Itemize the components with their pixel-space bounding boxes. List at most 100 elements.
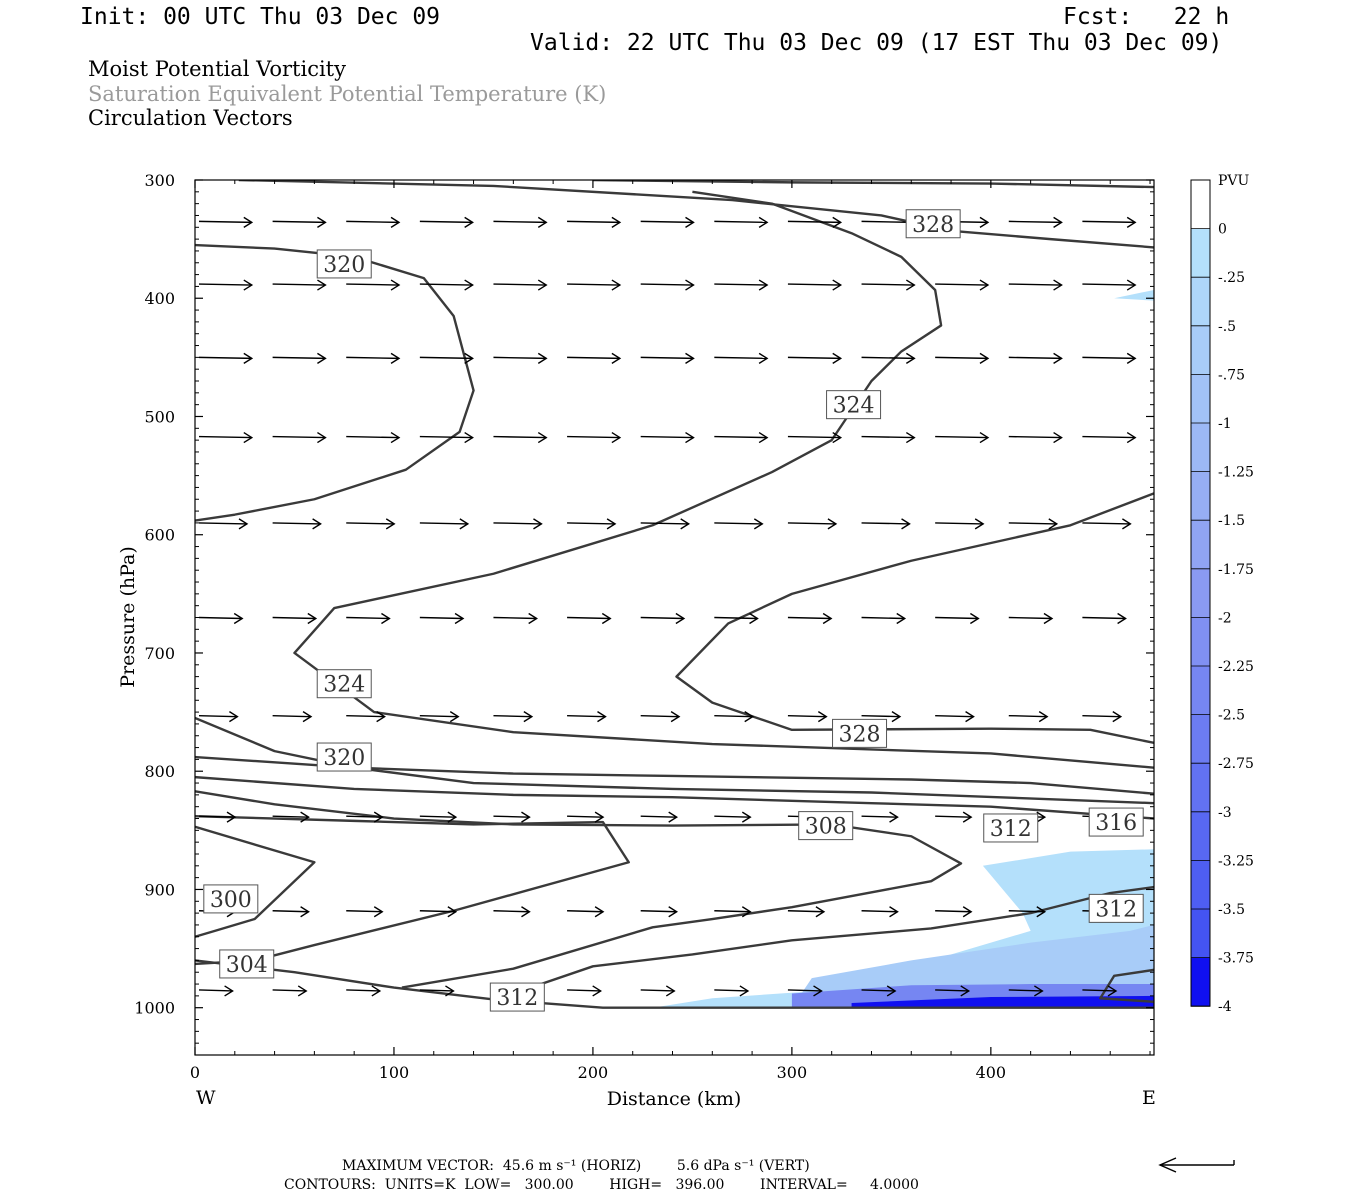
circulation-vector-95 [493,811,531,823]
circulation-vector-27 [272,352,327,364]
contour-label-9: 300 [203,884,259,914]
circulation-vector-97 [640,811,679,823]
x-end-label-east: E [1142,1087,1156,1109]
circulation-vector-50 [1008,431,1063,444]
circulation-vector-39 [198,431,254,444]
circulation-vector-14 [272,279,327,291]
circulation-vector-82 [493,711,534,723]
theta-e-contour-324-4 [293,190,1154,769]
circulation-vector-48 [861,431,916,444]
circulation-vector-125 [787,985,823,997]
theta-e-contour-304-11 [195,814,630,966]
contour-label-0: 328 [905,209,961,239]
circulation-vector-44 [567,431,622,444]
circulation-vector-35 [861,352,916,364]
circulation-vector-16 [419,279,474,291]
forecast-hour-label: Fcst: 22 h [1063,4,1230,30]
mpv-shading-1 [1114,289,1154,301]
svg-text:312: 312 [496,986,538,1011]
colorbar-label-15: -3.75 [1218,951,1254,967]
x-tick-label-300: 300 [777,1063,808,1082]
circulation-vector-75 [935,612,980,625]
circulation-vector-68 [419,612,465,625]
circulation-vector-23 [935,279,990,291]
circulation-vector-112 [787,906,826,918]
circulation-vector-36 [935,352,990,364]
colorbar-label-12: -3 [1218,805,1232,821]
field-title-mpv: Moist Potential Vorticity [88,57,346,81]
circulation-vector-38 [1082,352,1137,364]
colorbar-label-1: -.25 [1218,270,1245,286]
circulation-vector-91 [198,811,237,823]
circulation-vector-22 [861,279,916,291]
circulation-vector-118 [272,985,308,997]
circulation-vector-19 [640,279,695,291]
circulation-vector-24 [1008,279,1063,291]
theta-e-contour-320-2 [195,243,475,522]
circulation-vector-85 [714,711,755,723]
contour-label-11: 304 [219,949,275,979]
y-axis-title: Pressure (hPa) [117,546,139,688]
colorbar-swatch-0 [1191,180,1210,229]
circulation-vector-1 [272,216,327,228]
circulation-vector-79 [272,711,313,723]
init-time-label: Init: 00 UTC Thu 03 Dec 09 [80,4,441,30]
circulation-vector-100 [861,811,899,823]
colorbar-label-10: -2.5 [1218,708,1245,724]
circulation-vector-122 [567,985,603,997]
contour-label-1: 320 [316,249,372,279]
colorbar-swatch-16 [1191,957,1210,1007]
circulation-vector-28 [346,352,401,364]
x-tick-label-0: 0 [190,1063,200,1082]
theta-e-contour-328-0 [238,180,1154,249]
theta-e-contour-312-9 [195,825,316,938]
circulation-vector-111 [714,906,752,918]
circulation-vector-26 [198,352,254,364]
theta-e-contour-328-5 [675,492,1154,745]
circulation-vector-18 [567,279,622,291]
y-tick-label-400: 400 [144,289,175,308]
circulation-vector-80 [346,711,386,723]
circulation-vector-87 [861,711,902,723]
y-tick-label-800: 800 [144,762,175,781]
circulation-vector-78 [198,711,239,723]
theta-e-contour-324-3 [195,716,1154,805]
circulation-vector-93 [346,811,384,823]
colorbar-label-4: -1 [1218,416,1232,432]
circulation-vector-46 [714,431,769,444]
circulation-vector-74 [861,612,907,625]
y-tick-label-600: 600 [144,526,175,545]
contour-label-4: 328 [832,718,888,748]
circulation-vector-107 [419,906,458,918]
colorbar-swatch-15 [1191,909,1210,958]
circulation-vector-34 [787,352,843,364]
colorbar-swatch-8 [1191,568,1210,618]
circulation-vector-114 [935,906,973,918]
svg-text:316: 316 [1095,811,1137,836]
circulation-vector-109 [567,906,605,918]
circulation-vector-126 [861,985,897,997]
circulation-vector-70 [567,612,612,625]
circulation-vector-101 [935,811,973,823]
circulation-vector-55 [419,518,470,530]
circulation-vector-108 [493,906,531,918]
y-tick-label-1000: 1000 [134,999,175,1018]
circulation-vector-123 [640,985,676,997]
circulation-vector-73 [787,612,833,625]
colorbar-swatch-10 [1191,666,1210,715]
circulation-vector-30 [493,352,548,364]
circulation-vector-20 [714,279,769,291]
x-end-label-west: W [196,1087,216,1109]
circulation-vector-128 [1008,985,1044,997]
circulation-vector-56 [493,518,543,530]
circulation-vector-5 [567,216,622,228]
circulation-vector-94 [419,811,458,823]
y-tick-label-700: 700 [144,644,175,663]
circulation-vector-31 [567,352,622,364]
colorbar-unit-label: PVU [1218,173,1250,189]
circulation-vector-66 [272,612,318,625]
contour-info-caption: CONTOURS: UNITS=K LOW= 300.00 HIGH= 396.… [284,1177,919,1193]
circulation-vector-90 [1082,711,1123,723]
colorbar-label-14: -3.5 [1218,902,1245,918]
